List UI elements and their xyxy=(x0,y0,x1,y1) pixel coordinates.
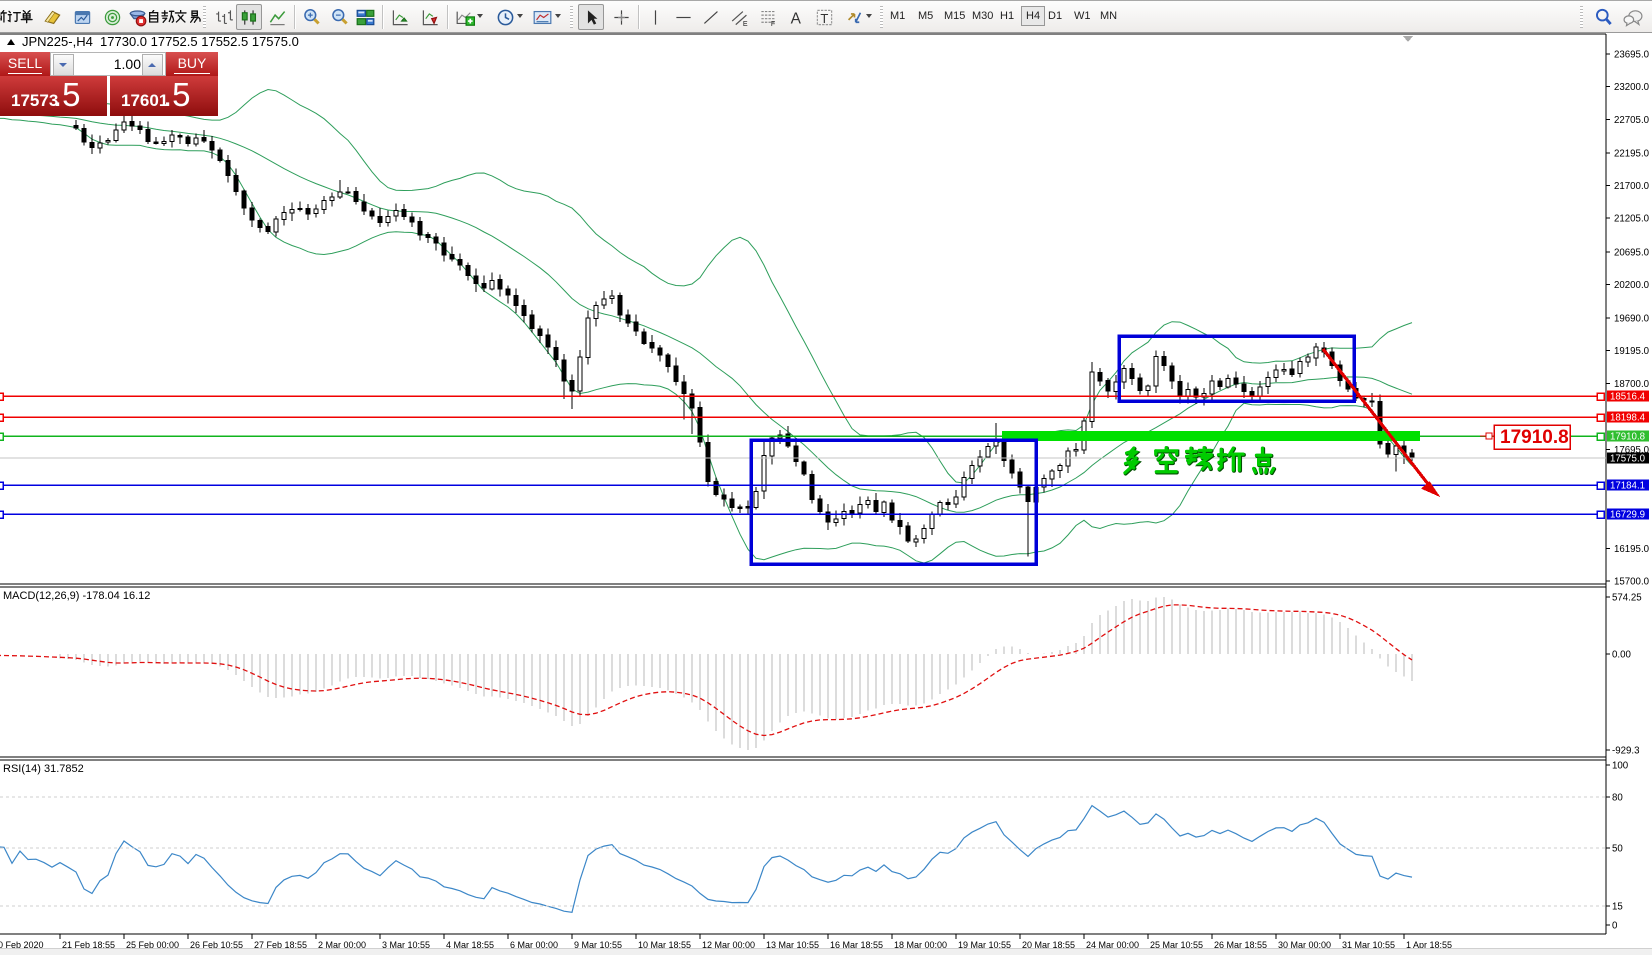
svg-text:22195.0: 22195.0 xyxy=(1614,148,1650,159)
svg-text:50: 50 xyxy=(1612,844,1623,855)
svg-text:A: A xyxy=(791,10,802,27)
svg-text:18516.4: 18516.4 xyxy=(1610,392,1646,403)
svg-text:0.00: 0.00 xyxy=(1612,650,1631,661)
svg-text:10 Mar 18:55: 10 Mar 18:55 xyxy=(638,940,691,950)
svg-text:23695.0: 23695.0 xyxy=(1614,50,1650,61)
svg-text:20 Mar 18:55: 20 Mar 18:55 xyxy=(1022,940,1075,950)
svg-text:19195.0: 19195.0 xyxy=(1614,346,1650,357)
svg-text:26 Feb 10:55: 26 Feb 10:55 xyxy=(190,940,243,950)
svg-text:21700.0: 21700.0 xyxy=(1614,181,1650,192)
svg-text:100: 100 xyxy=(1612,761,1629,772)
svg-text:17575.0: 17575.0 xyxy=(1610,454,1646,465)
svg-text:26 Mar 18:55: 26 Mar 18:55 xyxy=(1214,940,1267,950)
svg-text:18700.0: 18700.0 xyxy=(1614,379,1650,390)
svg-text:1 Apr 18:55: 1 Apr 18:55 xyxy=(1406,940,1452,950)
svg-text:15700.0: 15700.0 xyxy=(1614,577,1650,588)
svg-text:80: 80 xyxy=(1612,793,1623,804)
svg-text:25 Mar 10:55: 25 Mar 10:55 xyxy=(1150,940,1203,950)
svg-text:31 Mar 10:55: 31 Mar 10:55 xyxy=(1342,940,1395,950)
svg-text:9 Mar 10:55: 9 Mar 10:55 xyxy=(574,940,622,950)
svg-text:2 Mar 00:00: 2 Mar 00:00 xyxy=(318,940,366,950)
svg-text:19690.0: 19690.0 xyxy=(1614,314,1650,325)
svg-text:27 Feb 18:55: 27 Feb 18:55 xyxy=(254,940,307,950)
svg-text:22705.0: 22705.0 xyxy=(1614,115,1650,126)
svg-text:18198.4: 18198.4 xyxy=(1610,413,1646,424)
svg-text:4 Mar 18:55: 4 Mar 18:55 xyxy=(446,940,494,950)
svg-text:21205.0: 21205.0 xyxy=(1614,214,1650,225)
svg-text:574.25: 574.25 xyxy=(1612,593,1642,604)
svg-text:15: 15 xyxy=(1612,902,1623,913)
svg-text:16729.9: 16729.9 xyxy=(1610,510,1645,521)
svg-text:F: F xyxy=(771,20,776,27)
svg-text:RSI(14) 31.7852: RSI(14) 31.7852 xyxy=(3,763,84,775)
svg-text:0 Feb 2020: 0 Feb 2020 xyxy=(0,940,44,950)
svg-text:17184.1: 17184.1 xyxy=(1610,481,1645,492)
svg-text:E: E xyxy=(743,20,748,27)
svg-text:3 Mar 10:55: 3 Mar 10:55 xyxy=(382,940,430,950)
svg-text:20695.0: 20695.0 xyxy=(1614,247,1650,258)
svg-text:17910.8: 17910.8 xyxy=(1610,432,1645,443)
svg-text:13 Mar 10:55: 13 Mar 10:55 xyxy=(766,940,819,950)
svg-text:25 Feb 00:00: 25 Feb 00:00 xyxy=(126,940,179,950)
svg-text:24 Mar 00:00: 24 Mar 00:00 xyxy=(1086,940,1139,950)
svg-text:21 Feb 18:55: 21 Feb 18:55 xyxy=(62,940,115,950)
svg-text:T: T xyxy=(820,11,828,26)
svg-text:12 Mar 00:00: 12 Mar 00:00 xyxy=(702,940,755,950)
svg-text:23200.0: 23200.0 xyxy=(1614,82,1650,93)
svg-text:MACD(12,26,9) -178.04 16.12: MACD(12,26,9) -178.04 16.12 xyxy=(3,590,150,602)
svg-text:-929.3: -929.3 xyxy=(1612,746,1639,757)
svg-text:6 Mar 00:00: 6 Mar 00:00 xyxy=(510,940,558,950)
svg-text:16 Mar 18:55: 16 Mar 18:55 xyxy=(830,940,883,950)
svg-text:20200.0: 20200.0 xyxy=(1614,280,1650,291)
svg-text:30 Mar 00:00: 30 Mar 00:00 xyxy=(1278,940,1331,950)
svg-text:19 Mar 10:55: 19 Mar 10:55 xyxy=(958,940,1011,950)
svg-text:17910.8: 17910.8 xyxy=(1500,427,1569,448)
svg-text:16195.0: 16195.0 xyxy=(1614,544,1650,555)
svg-text:17695.0: 17695.0 xyxy=(1614,445,1650,456)
svg-text:18 Mar 00:00: 18 Mar 00:00 xyxy=(894,940,947,950)
svg-text:0: 0 xyxy=(1612,921,1618,932)
